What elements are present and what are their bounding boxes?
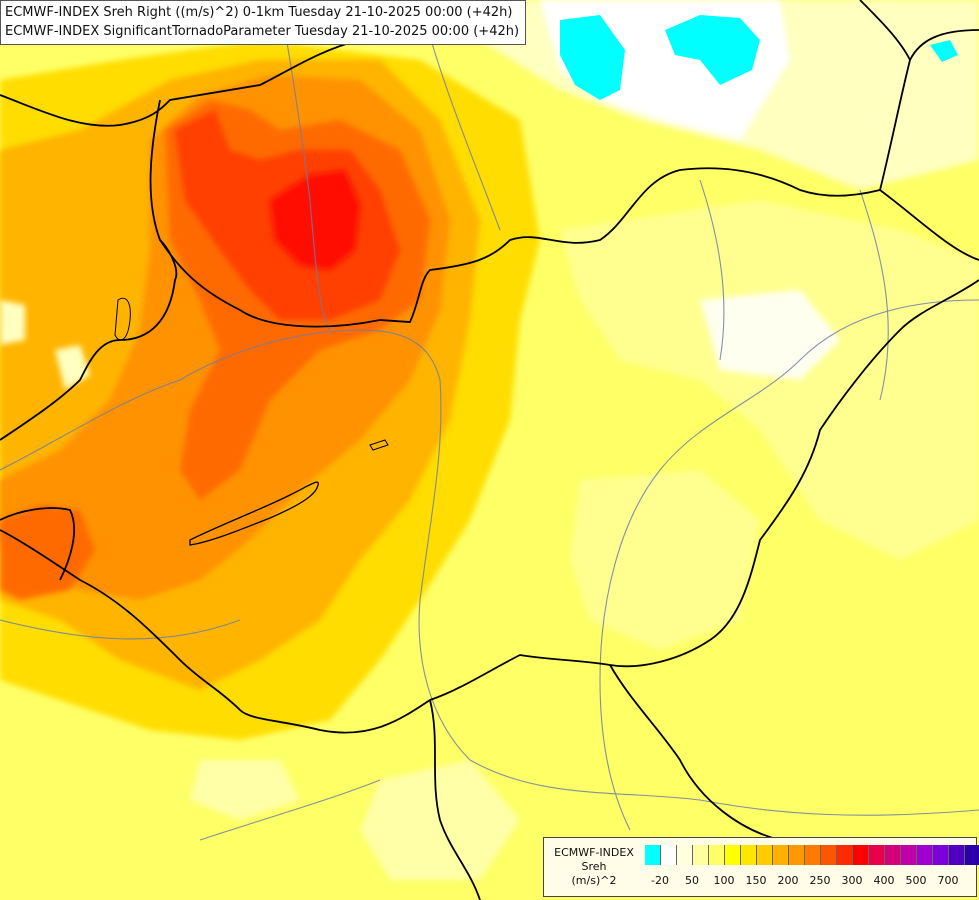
field-white-east	[700, 290, 840, 380]
river-tisza	[599, 299, 979, 831]
lake-small	[369, 439, 389, 451]
field-orange-dark-sw	[0, 505, 95, 600]
legend-tick-label: 700	[937, 874, 959, 887]
legend-tick-label: 400	[873, 874, 895, 887]
legend-swatch	[677, 845, 693, 865]
title-line-1: ECMWF-INDEX Sreh Right ((m/s)^2) 0-1km T…	[5, 5, 513, 20]
legend-swatch	[901, 845, 917, 865]
lake-balaton	[189, 481, 319, 546]
river-danube	[0, 329, 979, 816]
field-light-center	[570, 470, 760, 650]
legend-swatch	[757, 845, 773, 865]
border-slovenia	[0, 507, 75, 581]
legend-swatch	[965, 845, 979, 865]
legend-swatch	[645, 845, 661, 865]
field-cyan-2	[665, 15, 760, 85]
lake-neusiedl	[114, 297, 131, 341]
legend-tick-label: 50	[685, 874, 699, 887]
legend-swatch	[933, 845, 949, 865]
river-east-1	[699, 179, 725, 361]
legend-swatch	[789, 845, 805, 865]
border-slovakia	[149, 99, 979, 328]
border-east-south	[609, 664, 781, 841]
legend-tick-label: 150	[745, 874, 767, 887]
legend-swatch	[741, 845, 757, 865]
border-serbia	[0, 529, 611, 734]
legend-label: ECMWF-INDEX Sreh (m/s)^2	[548, 846, 640, 888]
legend-swatch	[821, 845, 837, 865]
legend-swatch	[661, 845, 677, 865]
color-legend: ECMWF-INDEX Sreh (m/s)^2 -20 50 100 150 200 2…	[543, 837, 979, 897]
field-cyan-3	[930, 40, 958, 62]
field-red-core	[270, 170, 360, 270]
legend-swatch	[693, 845, 709, 865]
legend-line-1: ECMWF-INDEX	[554, 846, 634, 859]
legend-swatch	[805, 845, 821, 865]
river-north-1	[279, 0, 331, 331]
border-northeast	[859, 0, 911, 61]
river-east-2	[859, 189, 889, 401]
legend-tick-label: -20	[651, 874, 669, 887]
legend-tick-label: 100	[713, 874, 735, 887]
legend-swatch	[709, 845, 725, 865]
legend-swatch	[837, 845, 853, 865]
legend-line-3: (m/s)^2	[571, 874, 617, 887]
border-ukraine	[879, 29, 979, 191]
legend-color-bar	[645, 845, 979, 865]
river-south-1	[199, 779, 381, 841]
field-pale-west	[0, 300, 25, 345]
legend-swatch	[885, 845, 901, 865]
legend-tick-label: 300	[841, 874, 863, 887]
field-light-east	[560, 200, 979, 560]
legend-swatch	[869, 845, 885, 865]
river-west-1	[0, 619, 241, 640]
field-pale-southwest	[190, 760, 300, 820]
map-title: ECMWF-INDEX Sreh Right ((m/s)^2) 0-1km T…	[0, 0, 527, 45]
legend-swatch	[917, 845, 933, 865]
legend-swatch	[773, 845, 789, 865]
legend-swatch	[949, 845, 965, 865]
legend-line-2: Sreh	[581, 860, 607, 873]
legend-ticks: -20 50 100 150 200 250 300 400 500 700	[645, 874, 975, 890]
border-romania	[609, 279, 979, 668]
field-cyan-1	[560, 15, 625, 100]
title-line-2: ECMWF-INDEX SignificantTornadoParameter …	[5, 24, 520, 39]
legend-tick-label: 250	[809, 874, 831, 887]
rivers	[0, 0, 979, 841]
border-croatia-south	[429, 699, 481, 900]
legend-tick-label: 200	[777, 874, 799, 887]
legend-swatch	[853, 845, 869, 865]
legend-swatch	[725, 845, 741, 865]
legend-tick-label: 500	[905, 874, 927, 887]
